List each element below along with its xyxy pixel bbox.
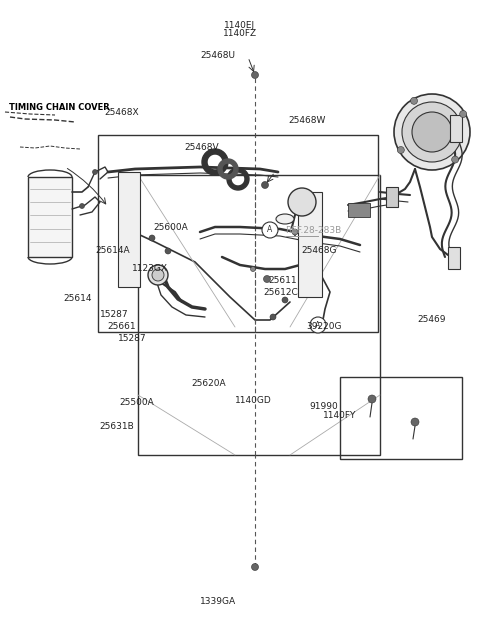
Text: 1140FY: 1140FY (323, 411, 356, 420)
Text: 25611: 25611 (269, 276, 298, 285)
Text: 15287: 15287 (100, 310, 129, 319)
Circle shape (452, 156, 459, 163)
Circle shape (252, 564, 259, 571)
Text: TIMING CHAIN COVER: TIMING CHAIN COVER (9, 103, 109, 112)
Ellipse shape (276, 214, 294, 224)
Text: 1339GA: 1339GA (200, 598, 237, 606)
Text: 25614: 25614 (63, 294, 92, 303)
Text: 25468G: 25468G (301, 246, 337, 255)
Text: 25620A: 25620A (192, 379, 226, 388)
Text: 25469: 25469 (418, 315, 446, 324)
Circle shape (252, 71, 259, 78)
Circle shape (411, 418, 419, 426)
Circle shape (410, 97, 418, 104)
Text: A: A (267, 226, 273, 234)
Text: 39220G: 39220G (306, 322, 342, 330)
Text: 25631B: 25631B (100, 422, 134, 431)
Text: A: A (315, 320, 321, 330)
Text: 25500A: 25500A (119, 398, 154, 407)
Circle shape (148, 265, 168, 285)
Bar (348, 203, 370, 217)
Text: 1140EJ: 1140EJ (225, 21, 255, 29)
Circle shape (460, 110, 467, 117)
Circle shape (149, 235, 155, 241)
Circle shape (262, 222, 278, 238)
Circle shape (368, 395, 376, 403)
Circle shape (397, 147, 404, 154)
Bar (138, 175, 380, 455)
Bar (448, 247, 460, 269)
Circle shape (264, 275, 271, 283)
Text: REF.28-283B: REF.28-283B (286, 226, 342, 235)
Text: 25468W: 25468W (288, 116, 325, 125)
Bar (386, 187, 398, 207)
Text: 25661: 25661 (107, 322, 136, 330)
Bar (340, 377, 462, 459)
Circle shape (394, 94, 470, 170)
Text: 25468V: 25468V (184, 144, 219, 152)
Text: 25612C: 25612C (263, 288, 298, 297)
Circle shape (270, 314, 276, 320)
Bar (450, 115, 462, 142)
Circle shape (165, 248, 171, 254)
Text: 1123GX: 1123GX (132, 264, 168, 273)
Circle shape (292, 229, 298, 235)
Text: 91990: 91990 (310, 402, 338, 411)
Text: 25600A: 25600A (153, 223, 188, 232)
Circle shape (152, 269, 164, 281)
Bar (118, 172, 140, 287)
Circle shape (282, 297, 288, 303)
Circle shape (262, 181, 268, 189)
Text: 15287: 15287 (118, 334, 146, 343)
Text: 25468X: 25468X (105, 108, 139, 117)
Bar (298, 192, 322, 297)
Circle shape (80, 204, 84, 209)
Text: 1140FZ: 1140FZ (223, 29, 257, 38)
Bar (98, 135, 378, 332)
Circle shape (288, 188, 316, 216)
Circle shape (310, 317, 326, 333)
Circle shape (402, 102, 462, 162)
Text: 25468U: 25468U (200, 51, 235, 60)
Circle shape (93, 169, 97, 174)
Circle shape (412, 112, 452, 152)
Bar (28, 177, 72, 257)
Text: 25614A: 25614A (95, 246, 130, 255)
Circle shape (251, 266, 255, 271)
Text: 1140GD: 1140GD (235, 396, 272, 404)
